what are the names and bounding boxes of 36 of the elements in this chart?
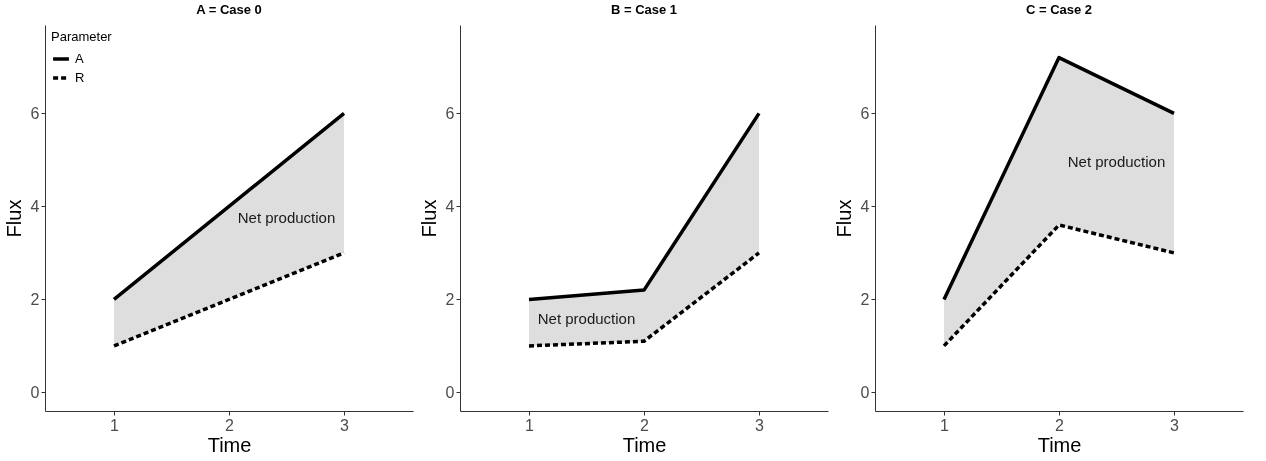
x-tick-label: 1 (940, 416, 950, 434)
y-tick-label: 2 (30, 290, 40, 308)
annotation: Net production (537, 310, 636, 328)
chart-title: A = Case 0 (196, 2, 262, 17)
x-tick-label: 1 (110, 416, 120, 434)
x-tick-label: 2 (640, 416, 650, 434)
legend-title: Parameter (51, 29, 113, 44)
annotation: Net production (1067, 153, 1166, 171)
y-tick-label: 4 (860, 197, 870, 215)
x-tick-label: 2 (1055, 416, 1065, 434)
y-tick-label: 2 (445, 290, 455, 308)
x-axis-title: Time (622, 433, 667, 456)
x-axis-title: Time (207, 433, 252, 456)
y-tick-label: 0 (860, 383, 870, 401)
y-tick-label: 0 (445, 383, 455, 401)
x-tick-label: 1 (525, 416, 535, 434)
x-axis-title: Time (1037, 433, 1082, 456)
y-tick-label: 6 (860, 104, 870, 122)
y-tick-label: 6 (445, 104, 455, 122)
annotation: Net production (237, 209, 336, 226)
chart-title: B = Case 1 (610, 2, 678, 17)
x-tick-label: 2 (225, 416, 235, 434)
y-axis-title: Flux (417, 199, 440, 238)
y-axis-title: Flux (2, 199, 25, 238)
legend-label: R (75, 70, 85, 85)
x-tick-label: 3 (755, 416, 765, 434)
x-tick-label: 3 (340, 416, 350, 434)
y-tick-label: 0 (30, 383, 40, 401)
y-tick-label: 2 (860, 290, 870, 308)
y-tick-label: 4 (30, 197, 40, 215)
x-tick-label: 3 (1170, 416, 1180, 434)
chart-title: C = Case 2 (1025, 2, 1093, 17)
legend-label: A (75, 51, 84, 66)
y-axis-title: Flux (832, 199, 855, 238)
y-tick-label: 4 (445, 197, 455, 215)
y-tick-label: 6 (30, 104, 40, 122)
